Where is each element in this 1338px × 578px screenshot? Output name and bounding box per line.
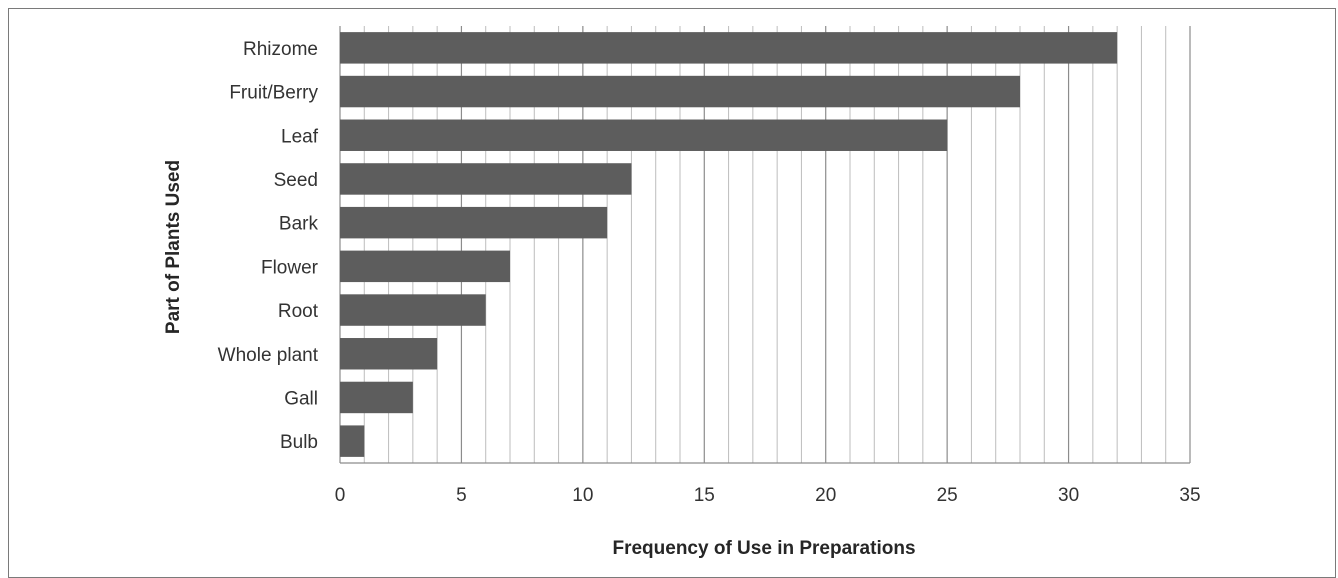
bar-rhizome xyxy=(340,32,1118,64)
category-label: Leaf xyxy=(281,126,319,147)
bar-fruit-berry xyxy=(340,75,1020,108)
x-tick-label: 5 xyxy=(456,485,467,506)
x-tick-label: 15 xyxy=(694,485,715,506)
category-label: Fruit/Berry xyxy=(229,83,318,104)
category-label: Seed xyxy=(274,170,318,191)
category-label: Whole plant xyxy=(218,345,319,366)
category-label: Rhizome xyxy=(243,39,318,60)
y-axis-title: Part of Plants Used xyxy=(163,160,184,334)
x-tick-label: 30 xyxy=(1058,485,1079,506)
bar-bark xyxy=(340,206,608,239)
x-tick-label: 20 xyxy=(815,485,836,506)
bar-leaf xyxy=(340,119,948,151)
bar-gall xyxy=(340,381,413,414)
bar-root xyxy=(340,294,486,326)
x-tick-label: 35 xyxy=(1179,485,1200,506)
category-label: Flower xyxy=(261,257,319,278)
x-tick-label: 25 xyxy=(937,485,958,506)
x-axis-title: Frequency of Use in Preparations xyxy=(612,538,915,559)
bars xyxy=(340,32,1118,457)
x-tick-label: 10 xyxy=(572,485,593,506)
x-tick-label: 0 xyxy=(335,485,346,506)
bar-whole-plant xyxy=(340,338,438,370)
bar-bulb xyxy=(340,425,365,457)
x-tick-labels: 0 5 10 15 20 25 30 35 xyxy=(335,485,1201,506)
bar-flower xyxy=(340,250,510,283)
category-labels: Rhizome Fruit/Berry Leaf Seed Bark Flower Root… xyxy=(218,39,319,453)
category-label: Root xyxy=(278,301,319,322)
category-label: Bulb xyxy=(280,432,318,453)
category-label: Bark xyxy=(279,214,319,235)
category-label: Gall xyxy=(284,388,318,409)
bar-seed xyxy=(340,163,632,195)
